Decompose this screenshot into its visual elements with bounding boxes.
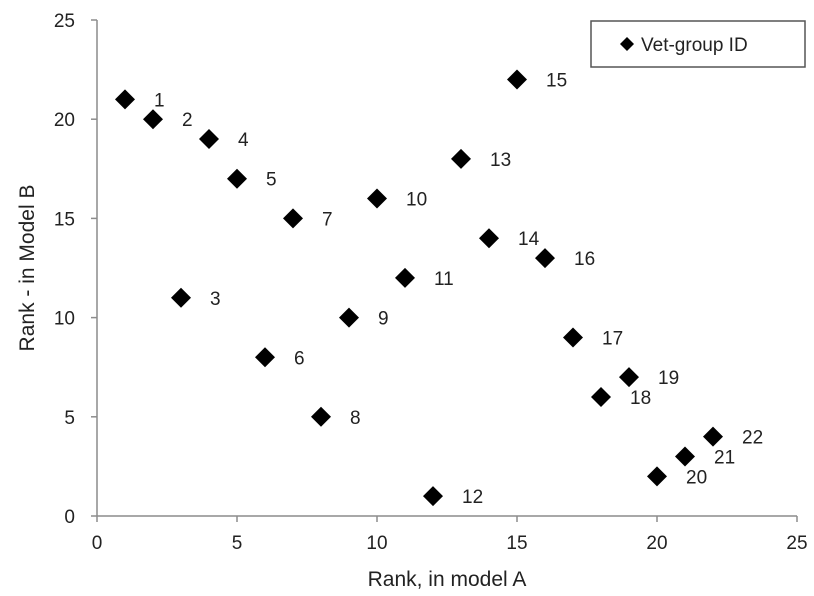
data-point [311, 406, 331, 427]
data-point-label: 1 [154, 90, 165, 111]
data-point-label: 21 [714, 447, 735, 468]
data-point-label: 3 [210, 289, 221, 310]
data-point-label: 19 [658, 368, 679, 389]
data-point-label: 17 [602, 328, 623, 349]
data-point [479, 228, 499, 249]
data-point [283, 208, 303, 229]
data-point-label: 12 [462, 487, 483, 508]
x-tick-label: 20 [646, 533, 667, 554]
x-tick-label: 25 [786, 533, 807, 554]
x-axis-title: Rank, in model A [368, 568, 527, 591]
x-tick-label: 5 [232, 533, 243, 554]
x-tick-label: 15 [506, 533, 527, 554]
legend-label: Vet-group ID [641, 35, 748, 56]
data-point [227, 168, 247, 189]
y-tick-label: 15 [54, 209, 75, 230]
data-point [143, 109, 163, 130]
data-point-label: 18 [630, 388, 651, 409]
x-tick-label: 10 [366, 533, 387, 554]
y-tick-label: 10 [54, 309, 75, 330]
x-tick-label: 0 [92, 533, 103, 554]
y-tick-label: 0 [64, 507, 75, 528]
data-point-label: 8 [350, 408, 361, 429]
data-point-label: 20 [686, 467, 707, 488]
data-point-label: 10 [406, 190, 427, 211]
legend-diamond-icon [620, 37, 634, 51]
data-point [675, 446, 695, 467]
y-tick-label: 5 [64, 408, 75, 429]
data-point-label: 16 [574, 249, 595, 270]
y-ticks: 0 5 10 15 20 25 [54, 11, 97, 528]
data-point [171, 287, 191, 308]
legend: Vet-group ID [590, 20, 806, 68]
data-point [395, 267, 415, 288]
y-tick-label: 20 [54, 110, 75, 131]
data-point [423, 486, 443, 507]
data-point [339, 307, 359, 328]
data-point [535, 248, 555, 269]
data-point-label: 14 [518, 229, 540, 250]
data-point-label: 22 [742, 428, 763, 449]
data-point [591, 386, 611, 407]
data-point-label: 13 [490, 150, 511, 171]
data-point-label: 7 [322, 209, 333, 230]
data-point [563, 327, 583, 348]
data-point [255, 347, 275, 368]
data-point [507, 69, 527, 90]
data-point-label: 2 [182, 110, 193, 131]
data-point-label: 15 [546, 71, 567, 92]
data-point [115, 89, 135, 110]
data-point [199, 129, 219, 150]
y-axis-title: Rank - in Model B [16, 185, 39, 352]
data-point-label: 9 [378, 309, 389, 330]
data-point-label: 5 [266, 170, 277, 191]
data-point-label: 4 [238, 130, 249, 151]
x-ticks: 0 5 10 15 20 25 [92, 516, 808, 554]
data-point [703, 426, 723, 447]
data-point [647, 466, 667, 487]
data-point-label: 6 [294, 348, 305, 369]
data-point [619, 367, 639, 388]
data-point [367, 188, 387, 209]
data-point [451, 148, 471, 169]
y-tick-label: 25 [54, 11, 75, 32]
data-point-label: 11 [434, 269, 454, 290]
